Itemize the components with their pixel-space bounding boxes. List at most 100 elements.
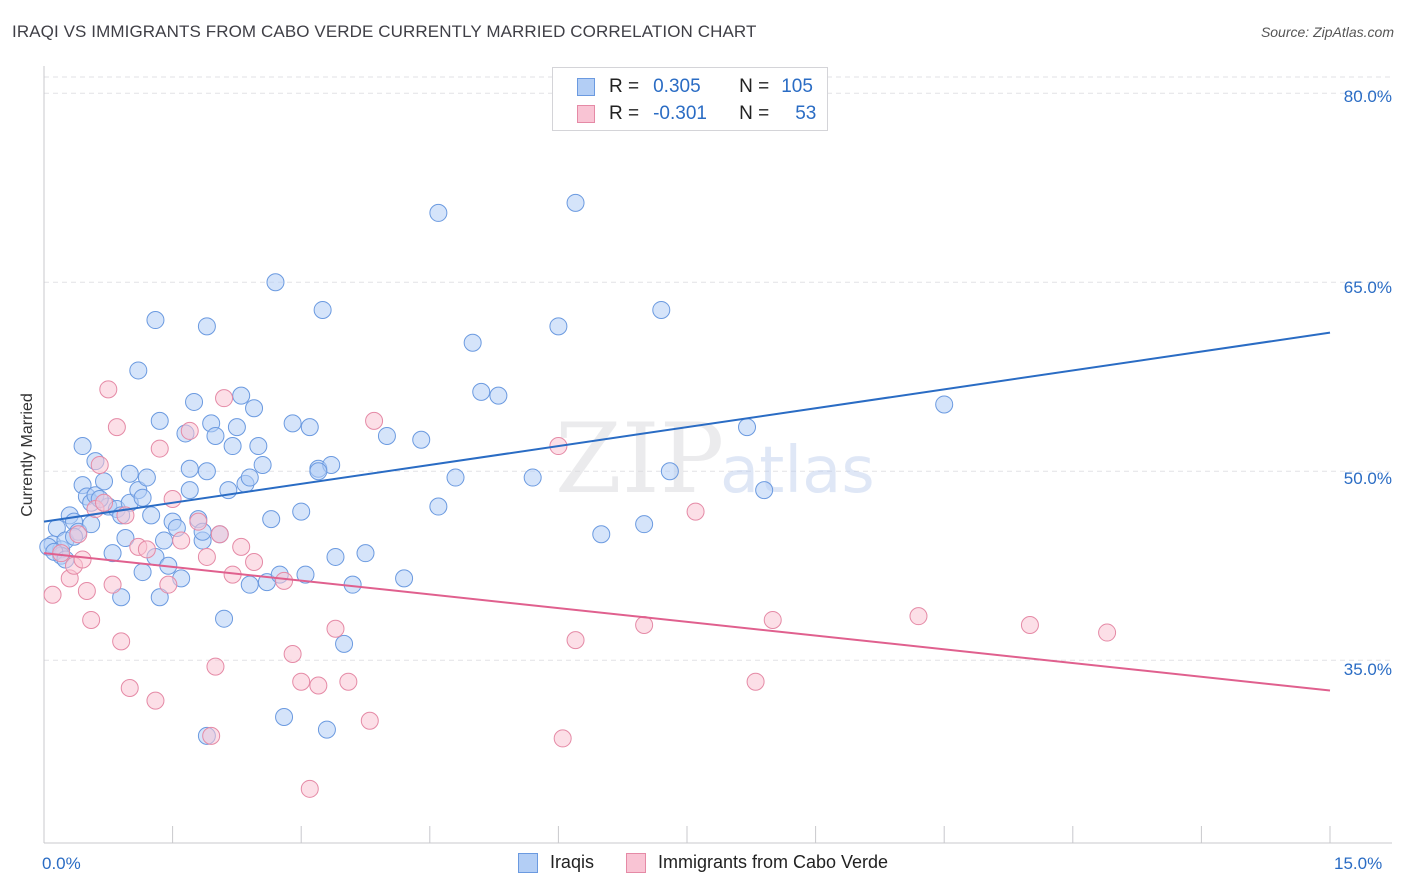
cabo-verde-point	[120, 679, 139, 697]
axes	[43, 66, 1392, 844]
cabo-verde-point	[163, 489, 182, 508]
iraqis-point	[283, 414, 302, 433]
iraqis-point	[215, 609, 234, 628]
iraqis-point	[133, 488, 152, 507]
iraqis-point	[317, 720, 336, 739]
cabo-verde-point	[99, 380, 118, 399]
iraqis-point	[356, 544, 375, 563]
cabo-verde-point	[103, 575, 122, 594]
iraqis-point	[185, 392, 204, 411]
chart-title: IRAQI VS IMMIGRANTS FROM CABO VERDE CURR…	[12, 22, 757, 41]
iraqis-point	[129, 361, 148, 380]
cabo-verde-point	[275, 571, 294, 590]
cabo-verde-point	[553, 729, 572, 748]
cabo-verde-point	[635, 615, 654, 634]
cabo-verde-point	[77, 581, 96, 600]
cabo-verde-point	[69, 525, 88, 544]
iraqis-point	[146, 311, 165, 330]
iraqis-point	[249, 437, 268, 456]
source-note: Source: ZipAtlas.com	[1260, 24, 1394, 40]
watermark-zip: ZIP	[555, 403, 724, 515]
series-label-cabo-verde: Immigrants from Cabo Verde	[657, 852, 889, 872]
iraqis-point	[446, 468, 465, 487]
x-tick-max: 15.0%	[1334, 854, 1383, 873]
iraqis-point	[197, 462, 216, 481]
iraqis-point	[300, 418, 319, 437]
cabo-verde-point	[43, 585, 62, 604]
x-tick-min: 0.0%	[42, 854, 81, 873]
iraqis-point	[95, 472, 114, 491]
cabo-verde-point	[1098, 623, 1117, 642]
iraqis-point	[463, 333, 482, 352]
iraqis-point	[240, 468, 259, 487]
cabo-verde-point	[180, 421, 199, 440]
cabo-verde-point	[339, 672, 358, 691]
iraqis-point	[326, 547, 345, 566]
cabo-verde-point	[90, 455, 109, 474]
cabo-verde-point	[202, 726, 221, 745]
iraqis-point	[262, 510, 281, 529]
legend-n-value-cabo-verde: 53	[795, 103, 817, 124]
iraqis-point	[197, 317, 216, 336]
cabo-verde-point	[73, 550, 92, 569]
iraqis-point	[660, 462, 679, 481]
legend-swatch-iraqis	[577, 78, 595, 96]
iraqis-point	[292, 502, 311, 521]
legend-n-value-iraqis: 105	[781, 76, 813, 97]
legend-row-cabo-verde: R = -0.301 N = 53	[577, 102, 816, 126]
cabo-verde-point	[112, 632, 131, 651]
iraqis-point	[266, 273, 285, 292]
series-swatch-cabo-verde	[625, 852, 646, 873]
series-swatch-iraqis	[517, 852, 538, 873]
iraqis-point	[223, 437, 242, 456]
cabo-verde-point	[150, 439, 169, 458]
cabo-verde-point	[360, 711, 379, 730]
y-axis-label: Currently Married	[19, 393, 36, 517]
legend-r-label: R =	[609, 76, 640, 97]
cabo-verde-point	[300, 779, 319, 798]
legend-swatch-cabo-verde	[577, 105, 595, 123]
iraqis-point	[738, 418, 757, 437]
iraqis-point	[137, 468, 156, 487]
legend-row-iraqis: R = 0.305 N = 105	[577, 75, 813, 99]
cabo-verde-point	[172, 531, 191, 550]
series-legend-item-iraqis[interactable]: Iraqis	[517, 852, 594, 873]
cabo-verde-point	[197, 547, 216, 566]
iraqis-point	[335, 634, 354, 653]
iraqis-point	[142, 506, 161, 525]
watermark-atlas: atlas	[720, 434, 875, 508]
cabo-verde-point	[82, 610, 101, 629]
iraqis-point	[592, 525, 611, 544]
cabo-verde-point	[232, 537, 251, 556]
iraqis-point	[566, 193, 585, 212]
iraqis-point	[652, 300, 671, 319]
iraqis-point	[245, 399, 264, 418]
iraqis-point	[275, 707, 294, 726]
iraqis-point	[429, 497, 448, 516]
iraqis-point	[472, 382, 491, 401]
cabo-verde-point	[189, 512, 208, 531]
legend-r-label: R =	[609, 103, 640, 124]
iraqis-point	[253, 455, 272, 474]
iraqis-point	[232, 386, 251, 405]
iraqis-point	[377, 426, 396, 445]
trend-lines	[43, 331, 1331, 692]
iraqis-point	[120, 464, 139, 483]
iraqis-point	[755, 481, 774, 500]
legend-r-value-iraqis: 0.305	[653, 76, 701, 97]
cabo-verde-point	[566, 631, 585, 650]
cabo-verde-point	[365, 411, 384, 430]
series-cabo-verde-points	[43, 380, 1117, 798]
iraqis-point	[206, 426, 225, 445]
watermark: ZIP atlas	[555, 403, 875, 515]
series-legend-item-cabo-verde[interactable]: Immigrants from Cabo Verde	[625, 852, 889, 873]
y-tick-80: 80.0%	[1343, 87, 1392, 106]
cabo-verde-point	[686, 502, 705, 521]
cabo-verde-point	[52, 544, 71, 563]
series-legend: Iraqis Immigrants from Cabo Verde	[0, 852, 1406, 873]
cabo-verde-point	[146, 691, 165, 710]
iraqis-point	[112, 588, 131, 607]
iraqis-point	[935, 395, 954, 414]
iraqis-point	[395, 569, 414, 588]
iraqis-point	[523, 468, 542, 487]
